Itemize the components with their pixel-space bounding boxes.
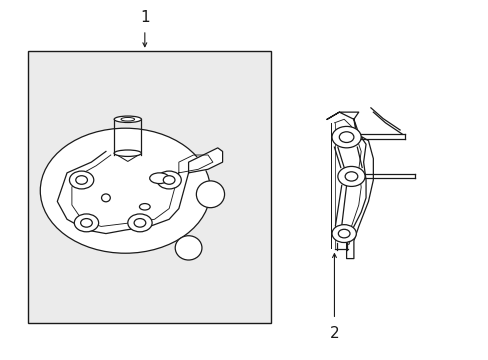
Bar xyxy=(28,51,271,323)
Text: 1: 1 xyxy=(140,10,149,24)
Ellipse shape xyxy=(196,181,224,208)
Circle shape xyxy=(76,176,87,184)
Ellipse shape xyxy=(121,117,134,121)
Circle shape xyxy=(339,132,353,143)
Circle shape xyxy=(331,225,356,243)
Circle shape xyxy=(127,214,152,232)
Circle shape xyxy=(134,219,145,227)
Circle shape xyxy=(81,219,92,227)
Circle shape xyxy=(337,166,365,186)
Circle shape xyxy=(40,128,210,253)
Circle shape xyxy=(338,229,349,238)
Circle shape xyxy=(345,172,357,181)
Ellipse shape xyxy=(114,150,141,157)
Circle shape xyxy=(331,126,361,148)
Ellipse shape xyxy=(114,116,141,122)
Circle shape xyxy=(157,171,181,189)
Polygon shape xyxy=(57,148,222,234)
Ellipse shape xyxy=(139,203,150,210)
Text: 2: 2 xyxy=(329,327,339,342)
Ellipse shape xyxy=(175,236,202,260)
Circle shape xyxy=(69,171,94,189)
Ellipse shape xyxy=(102,194,110,202)
Circle shape xyxy=(74,214,99,232)
Polygon shape xyxy=(326,112,372,258)
Circle shape xyxy=(163,176,175,184)
Ellipse shape xyxy=(149,173,169,184)
